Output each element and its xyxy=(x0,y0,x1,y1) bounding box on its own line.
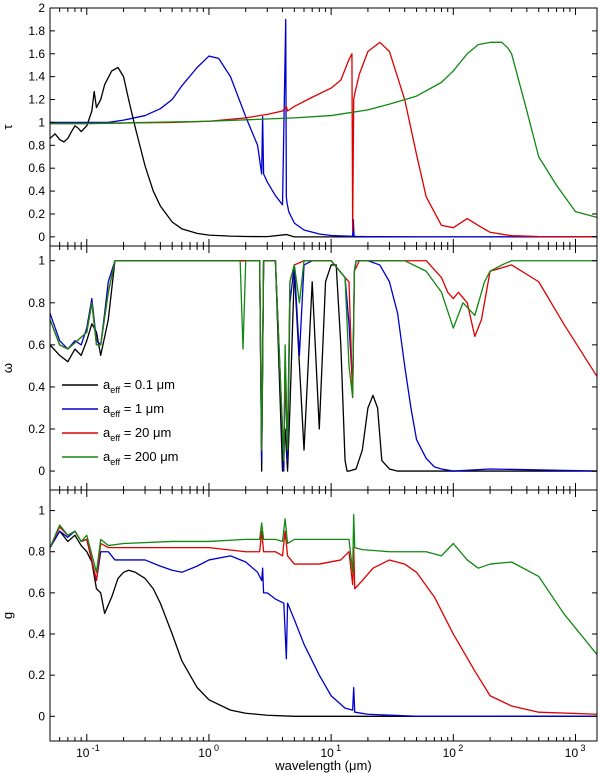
series-line-a20 xyxy=(50,526,597,715)
y-tick-label: 0.2 xyxy=(28,207,45,221)
x-tick-label-exponent: 2 xyxy=(458,743,463,753)
y-tick-label: 1.4 xyxy=(28,70,45,84)
series-line-a01 xyxy=(50,260,597,472)
x-axis-label: wavelength (μm) xyxy=(274,758,371,773)
y-tick-label: 0.8 xyxy=(28,296,45,310)
y-tick-label: 1.6 xyxy=(28,47,45,61)
y-tick-label: 1 xyxy=(38,115,45,129)
series-line-a01 xyxy=(50,530,597,717)
y-tick-label: 0.6 xyxy=(28,161,45,175)
panel-3: 0 0.2 0.4 0.6 0.8 1 g xyxy=(0,489,598,742)
panel-1-series xyxy=(50,18,597,238)
legend-label-a1: aeff = 1 μm xyxy=(103,401,164,419)
chart-legend: aeff = 0.1 μm aeff = 1 μm aeff = 20 μm aeff… xyxy=(62,377,179,467)
y-axis-label: τ xyxy=(0,124,15,130)
y-tick-label: 0 xyxy=(38,709,45,723)
series-line-a20 xyxy=(50,41,597,238)
x-tick-label: 10 xyxy=(443,746,457,760)
y-axis-label: g xyxy=(0,612,15,619)
x-tick-label: 10 xyxy=(76,746,90,760)
y-tick-label: 1.2 xyxy=(28,93,45,107)
series-line-a200 xyxy=(50,260,597,462)
y-tick-label: 0 xyxy=(38,464,45,478)
series-line-a1 xyxy=(50,260,597,472)
legend-label-a20: aeff = 20 μm xyxy=(103,425,171,443)
y-tick-label: 0.8 xyxy=(28,138,45,152)
y-tick-label: 0.6 xyxy=(28,338,45,352)
y-tick-label: 1 xyxy=(38,504,45,518)
y-tick-label: 1.8 xyxy=(28,24,45,38)
x-tick-label-exponent: 0 xyxy=(214,743,219,753)
series-line-a1 xyxy=(50,18,597,238)
x-tick-label-exponent: -1 xyxy=(92,743,100,753)
y-axis-label: ω xyxy=(0,363,15,373)
legend-label-a01: aeff = 0.1 μm xyxy=(103,377,175,395)
panel-2: 0 0.2 0.4 0.6 0.8 1 ω xyxy=(0,245,598,491)
series-line-a200 xyxy=(50,514,597,655)
y-tick-label: 0.2 xyxy=(28,422,45,436)
x-tick-label: 10 xyxy=(320,746,334,760)
y-tick-label: 2 xyxy=(38,1,45,15)
x-tick-label-exponent: 3 xyxy=(580,743,585,753)
x-tick-label: 10 xyxy=(198,746,212,760)
y-tick-label: 0.8 xyxy=(28,545,45,559)
y-tick-label: 0.4 xyxy=(28,184,45,198)
y-tick-label: 0.2 xyxy=(28,668,45,682)
y-tick-label: 1 xyxy=(38,254,45,268)
series-line-a200 xyxy=(50,41,597,219)
x-tick-label-exponent: 1 xyxy=(336,743,341,753)
series-line-a1 xyxy=(50,530,597,717)
legend-label-a200: aeff = 200 μm xyxy=(103,449,179,467)
series-line-a01 xyxy=(50,66,597,238)
y-tick-label: 0.4 xyxy=(28,627,45,641)
panel-2-series xyxy=(50,260,597,472)
chart-panels: 0 0.2 0.4 0.6 0.8 1 1.2 1.4 1.6 1.8 2 τ 0 0.2 0.4 0.6 0.… xyxy=(0,1,598,742)
y-tick-label: 0.6 xyxy=(28,586,45,600)
panel-3-series xyxy=(50,514,597,717)
y-tick-label: 0.4 xyxy=(28,380,45,394)
panel-1: 0 0.2 0.4 0.6 0.8 1 1.2 1.4 1.6 1.8 2 τ xyxy=(0,1,598,247)
panel-frame xyxy=(49,489,598,742)
panel-frame xyxy=(49,7,598,247)
x-tick-label: 10 xyxy=(565,746,579,760)
y-tick-label: 0 xyxy=(38,230,45,244)
